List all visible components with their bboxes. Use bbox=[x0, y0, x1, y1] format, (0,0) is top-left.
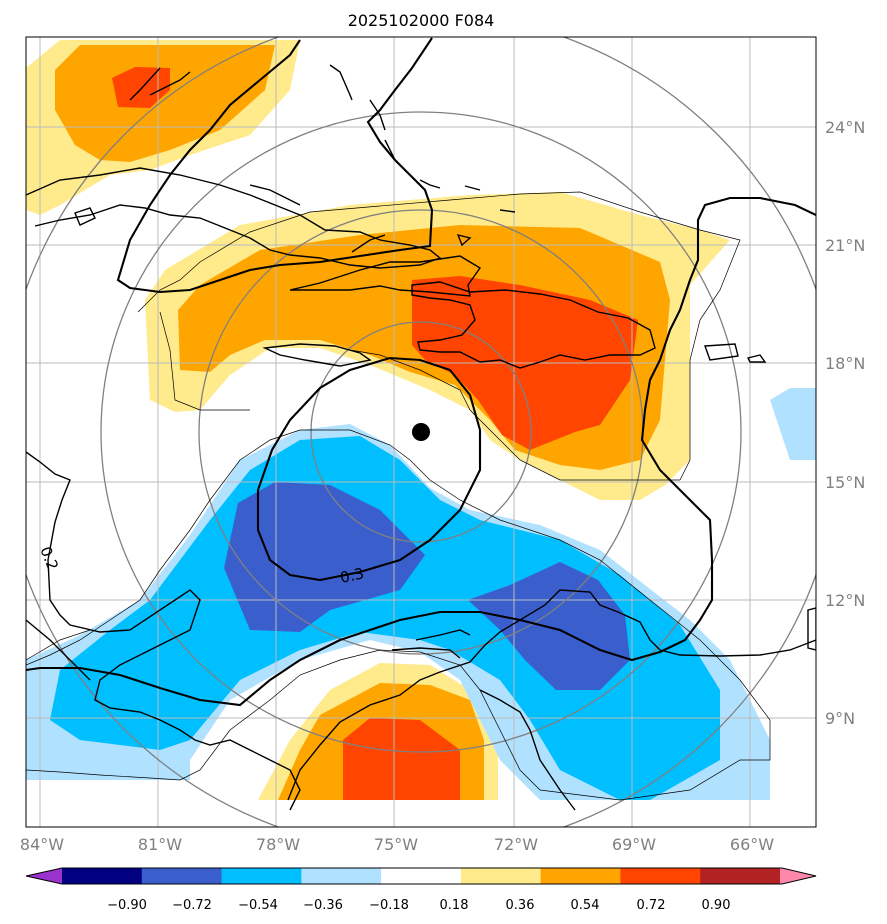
contour-label-0-3: 0.3 bbox=[338, 564, 365, 587]
colorbar: −0.90 −0.72 −0.54 −0.36 −0.18 0.18 0.36 … bbox=[25, 867, 817, 913]
colorbar-cell bbox=[700, 868, 781, 884]
colorbar-ticks: −0.90 −0.72 −0.54 −0.36 −0.18 0.18 0.36 … bbox=[107, 898, 730, 913]
colorbar-cell bbox=[620, 868, 701, 884]
lat-label: 24°N bbox=[825, 118, 865, 137]
colorbar-extend-high bbox=[780, 868, 816, 884]
lon-label: 81°W bbox=[138, 835, 182, 854]
colorbar-cell bbox=[460, 868, 542, 884]
lat-label: 12°N bbox=[825, 591, 865, 610]
colorbar-cell bbox=[221, 868, 302, 884]
colorbar-tick: −0.54 bbox=[238, 898, 278, 913]
lat-label: 18°N bbox=[825, 354, 865, 373]
colorbar-cell bbox=[381, 868, 462, 884]
map-panel: 0.3 0.2 bbox=[26, 37, 816, 827]
graticule bbox=[26, 37, 816, 827]
colorbar-cell bbox=[540, 868, 621, 884]
coastlines bbox=[26, 64, 816, 811]
colorbar-tick: 0.72 bbox=[637, 898, 666, 913]
lon-label: 75°W bbox=[374, 835, 418, 854]
thin-contours bbox=[26, 191, 771, 801]
colorbar-extend-low bbox=[26, 868, 62, 884]
colorbar-tick: −0.90 bbox=[107, 898, 147, 913]
storm-center-marker bbox=[412, 423, 430, 441]
lat-label: 9°N bbox=[825, 709, 855, 728]
longitude-labels: 84°W 81°W 78°W 75°W 72°W 69°W 66°W bbox=[20, 835, 774, 854]
lon-label: 66°W bbox=[730, 835, 774, 854]
colorbar-tick: −0.36 bbox=[303, 898, 343, 913]
latitude-labels: 24°N 21°N 18°N 15°N 12°N 9°N bbox=[825, 118, 865, 728]
map-title: 2025102000 F084 bbox=[348, 11, 495, 30]
colorbar-cells bbox=[26, 868, 816, 884]
colorbar-cell bbox=[62, 868, 143, 884]
colorbar-cell bbox=[301, 868, 382, 884]
lon-label: 69°W bbox=[612, 835, 656, 854]
colorbar-tick: 0.36 bbox=[506, 898, 535, 913]
lat-label: 21°N bbox=[825, 236, 865, 255]
colorbar-outline bbox=[25, 867, 817, 885]
cold-anomaly-band bbox=[26, 388, 816, 800]
lon-label: 78°W bbox=[256, 835, 300, 854]
colorbar-tick: 0.90 bbox=[702, 898, 731, 913]
thick-contours bbox=[26, 37, 816, 707]
lon-label: 84°W bbox=[20, 835, 64, 854]
lon-label: 72°W bbox=[494, 835, 538, 854]
colorbar-tick: 0.54 bbox=[571, 898, 600, 913]
map-frame bbox=[25, 36, 817, 828]
colorbar-cell bbox=[141, 868, 223, 884]
colorbar-tick: −0.72 bbox=[172, 898, 212, 913]
colorbar-tick: −0.18 bbox=[369, 898, 409, 913]
colorbar-tick: 0.18 bbox=[440, 898, 469, 913]
lat-label: 15°N bbox=[825, 473, 865, 492]
warm-anomaly-south bbox=[258, 663, 498, 800]
